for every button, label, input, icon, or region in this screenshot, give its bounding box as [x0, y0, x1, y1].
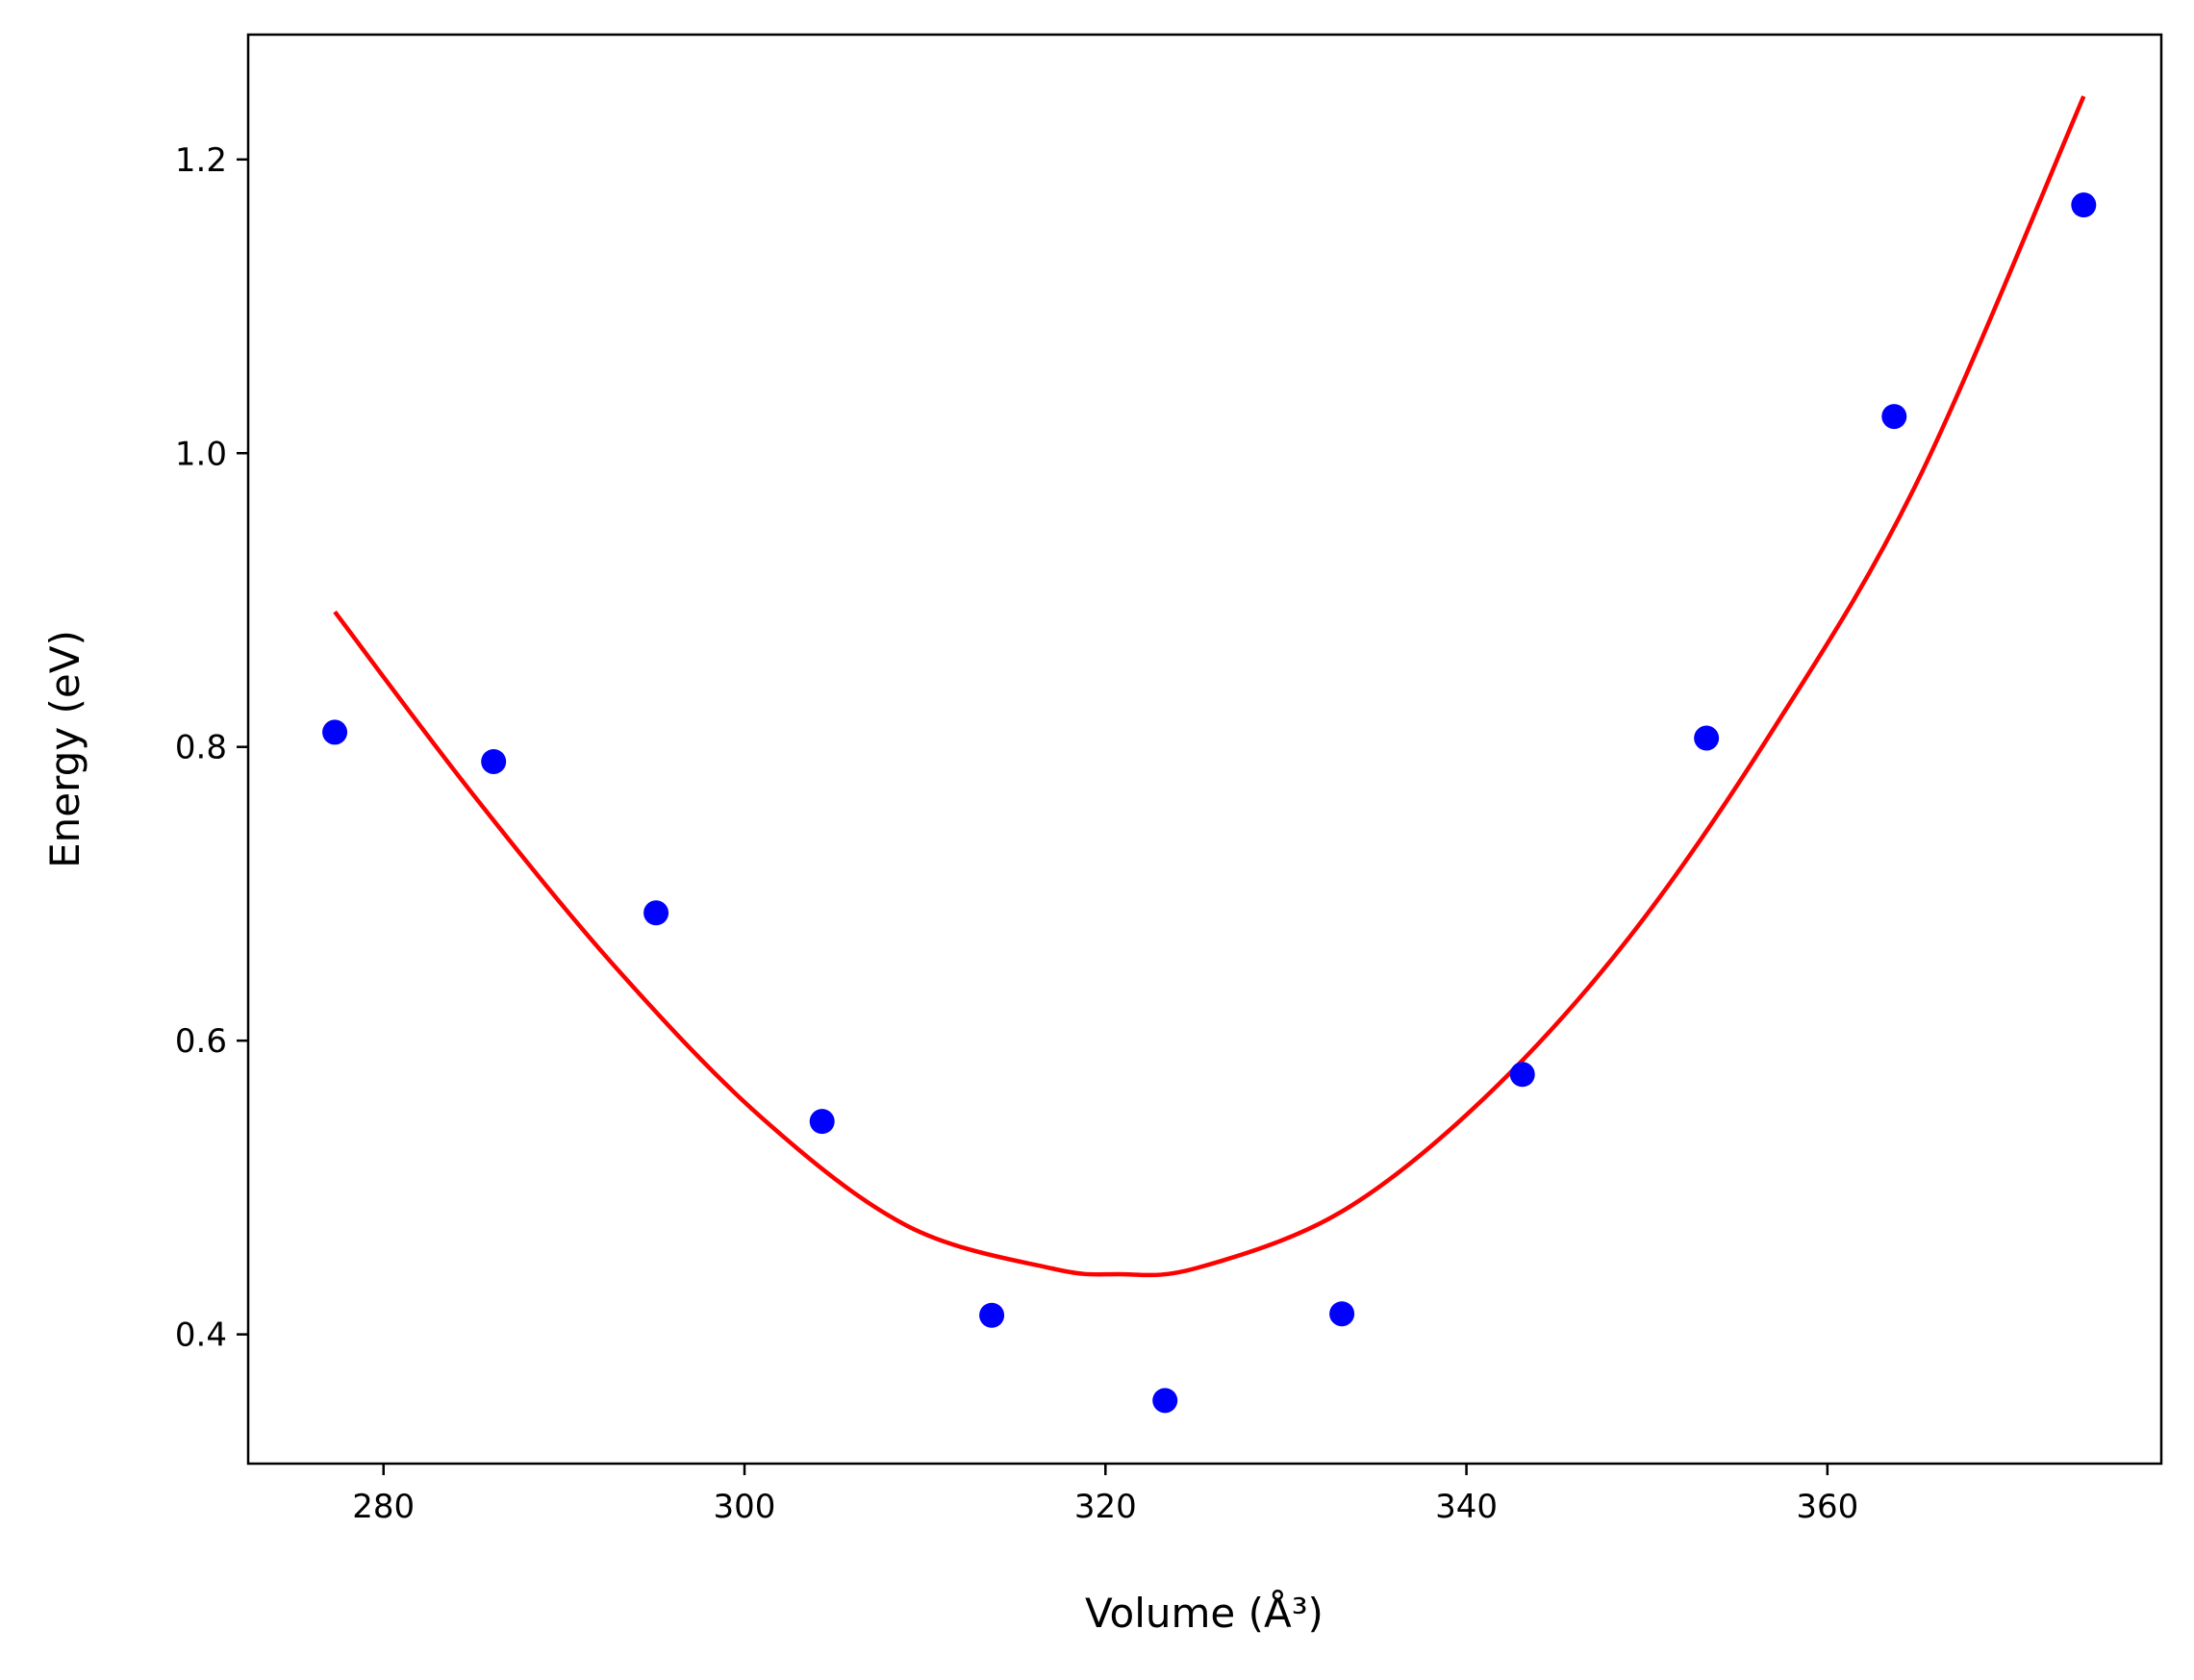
x-tick-label: 340	[1435, 1488, 1498, 1526]
data-point	[1329, 1301, 1355, 1327]
data-point	[1152, 1388, 1178, 1414]
data-point	[322, 719, 348, 745]
data-point	[1509, 1062, 1535, 1088]
y-axis-ticks: 0.4 0.6 0.8 1.0 1.2	[175, 141, 248, 1355]
data-points-layer	[322, 192, 2097, 1414]
y-tick-label: 1.0	[175, 435, 227, 473]
fit-line-layer	[333, 95, 2086, 1278]
x-axis-label: Volume (Å³)	[1085, 1589, 1324, 1637]
x-tick-label: 280	[352, 1488, 415, 1526]
y-tick-label: 1.2	[175, 141, 227, 180]
plot-frame	[246, 33, 2163, 1466]
data-point	[979, 1302, 1005, 1328]
fit-curve	[333, 95, 2086, 1278]
y-tick-label: 0.4	[175, 1316, 227, 1355]
data-point	[643, 900, 669, 926]
x-axis-ticks: 280 300 320 340 360	[352, 1464, 1858, 1526]
data-point	[481, 748, 507, 774]
y-tick-label: 0.8	[175, 729, 227, 767]
data-point	[809, 1109, 835, 1135]
y-tick-label: 0.6	[175, 1022, 227, 1061]
x-tick-label: 320	[1074, 1488, 1137, 1526]
data-point	[1881, 404, 1907, 430]
x-tick-label: 300	[714, 1488, 776, 1526]
data-point	[2071, 192, 2097, 218]
y-axis-label: Energy (eV)	[41, 630, 88, 868]
data-point	[1694, 725, 1720, 751]
x-tick-label: 360	[1796, 1488, 1858, 1526]
